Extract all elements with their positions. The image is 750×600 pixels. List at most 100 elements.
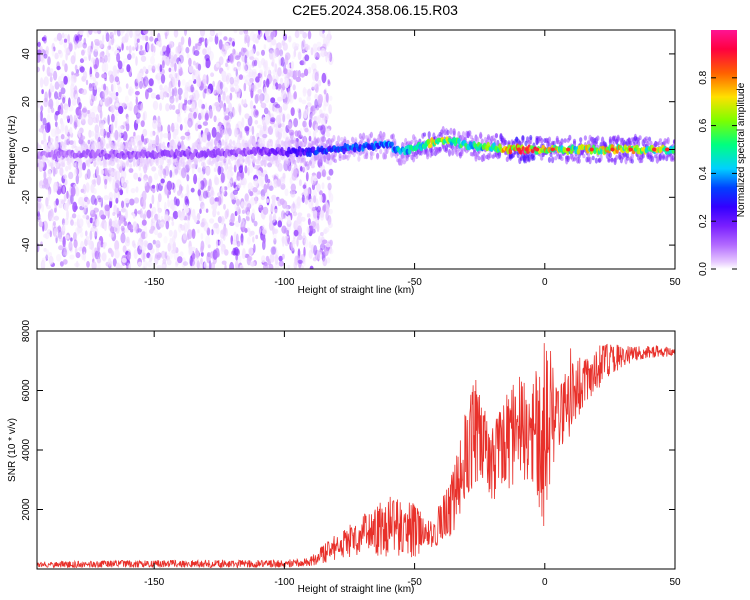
noise-mark [101,58,105,64]
noise-mark [295,202,301,209]
ridge-halo-mark [121,143,125,151]
noise-mark [89,205,94,215]
noise-mark [85,79,89,86]
noise-mark [316,222,320,233]
noise-mark [218,166,224,174]
noise-mark [88,84,94,92]
ridge-halo-mark [247,158,252,165]
noise-mark [139,172,143,179]
ridge-halo-mark [382,131,386,138]
noise-mark [74,221,77,226]
ridge-core-mark [631,149,636,155]
noise-mark [72,201,78,213]
spectrogram-x-axis-label: Height of straight line (km) [298,285,415,296]
noise-mark [178,223,182,233]
noise-mark [137,261,143,267]
noise-mark [238,105,242,116]
noise-mark [43,247,47,252]
y-tick-label: 2000 [21,498,32,521]
noise-mark [237,255,242,263]
noise-mark [310,47,314,56]
noise-mark [223,186,228,191]
noise-mark [301,99,307,105]
noise-mark [296,215,302,225]
noise-mark [180,193,184,198]
noise-mark [268,220,274,231]
noise-mark [111,113,115,123]
noise-mark [284,188,289,197]
noise-mark [58,203,63,209]
ridge-halo-mark [252,138,256,146]
noise-mark [308,135,312,142]
noise-mark [219,100,224,109]
noise-mark [286,221,291,231]
noise-mark [323,248,329,257]
noise-mark [133,249,138,260]
noise-mark [200,221,205,228]
noise-mark [92,105,98,113]
noise-mark [207,244,211,249]
noise-mark [277,130,283,140]
noise-mark [307,66,312,74]
noise-mark [197,229,200,234]
noise-mark [324,113,329,121]
ridge-halo-mark [657,141,661,146]
noise-mark [273,208,278,214]
noise-mark [307,30,312,40]
ridge-halo-mark [51,160,55,168]
noise-mark [232,48,236,55]
noise-mark [141,243,147,252]
noise-mark [114,110,120,117]
noise-mark [307,130,312,137]
noise-mark [128,45,132,54]
noise-mark [94,198,98,206]
noise-mark [121,102,127,108]
ridge-halo-mark [304,138,308,145]
noise-mark [321,72,327,84]
noise-mark [263,44,267,50]
ridge-halo-mark [362,132,366,140]
noise-mark [106,48,109,56]
ridge-halo-mark [47,141,52,149]
noise-mark [197,63,202,71]
noise-mark [62,226,66,232]
noise-mark [138,165,141,171]
noise-mark [167,251,174,260]
noise-mark [76,96,81,106]
y-tick-label: 20 [21,96,32,108]
noise-mark [135,43,142,52]
noise-mark [104,97,110,107]
noise-mark [100,42,105,49]
noise-mark [297,259,303,264]
noise-mark [241,117,245,128]
noise-mark [69,254,75,260]
noise-mark [44,91,48,103]
noise-mark [223,102,227,113]
noise-mark [191,92,196,102]
noise-mark [168,85,172,94]
ridge-halo-mark [94,142,98,147]
noise-mark [135,30,141,37]
noise-mark [94,124,99,136]
noise-mark [37,112,41,122]
noise-mark [301,258,306,265]
noise-mark [142,196,146,206]
noise-mark [182,261,189,266]
ridge-halo-mark [38,144,42,153]
noise-mark [244,74,251,83]
noise-mark [105,32,110,43]
noise-mark [111,90,116,101]
noise-mark [151,64,158,70]
noise-mark [143,138,148,145]
noise-mark [164,251,168,260]
noise-mark [208,46,212,56]
noise-mark [315,198,319,208]
noise-mark [203,221,209,232]
noise-mark [186,53,190,59]
noise-mark [281,253,285,260]
noise-mark [305,171,309,182]
ridge-halo-mark [641,153,645,159]
noise-mark [176,123,179,134]
noise-mark [324,227,330,233]
noise-mark [90,40,94,50]
